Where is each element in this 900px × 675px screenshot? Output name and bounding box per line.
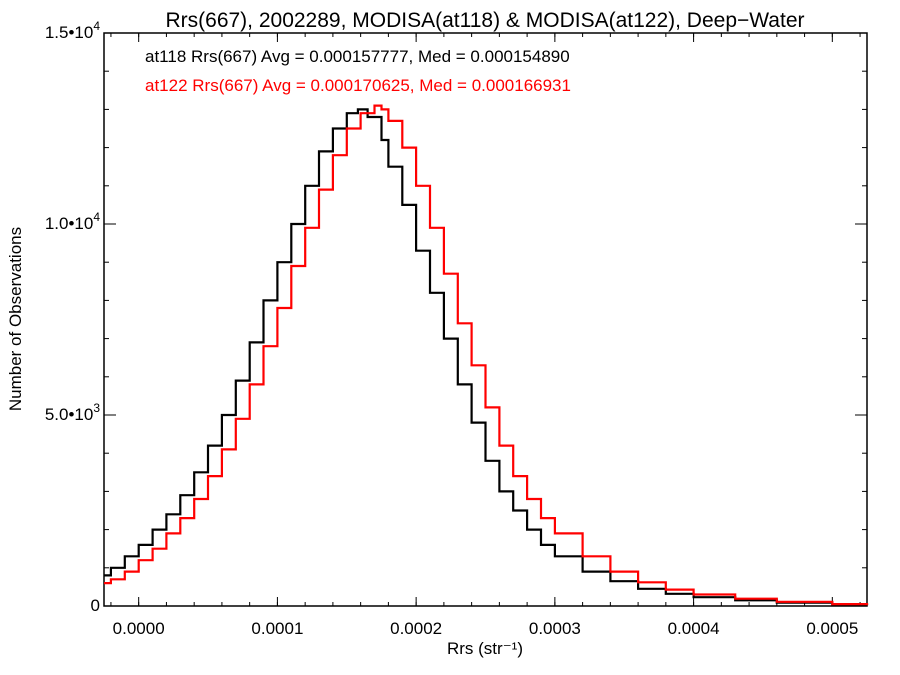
x-tick-label: 0.0003: [529, 619, 581, 638]
x-tick-label: 0.0001: [251, 619, 303, 638]
y-tick-label: 1.5•104: [45, 19, 101, 42]
series-group: [104, 104, 869, 606]
x-axis-label: Rrs (str⁻¹): [447, 639, 523, 658]
y-tick-label: 0: [91, 596, 100, 615]
x-tick-label: 0.0004: [668, 619, 720, 638]
annotation-at118: at118 Rrs(667) Avg = 0.000157777, Med = …: [145, 47, 570, 66]
y-tick-label: 1.0•104: [45, 210, 101, 233]
chart-title: Rrs(667), 2002289, MODISA(at118) & MODIS…: [165, 9, 804, 32]
y-tick-label: 5.0•103: [45, 401, 101, 424]
x-tick-label: 0.0005: [806, 619, 858, 638]
axis-ticks: 0.0000 0.0001 0.0002 0.0003 0.0004 0.0005 0 5.0…: [45, 19, 867, 638]
annotation-at122: at122 Rrs(667) Avg = 0.000170625, Med = …: [145, 76, 571, 95]
x-tick-label: 0.0002: [390, 619, 442, 638]
series-line-at118: [104, 108, 869, 606]
plot-frame: [103, 32, 868, 607]
y-axis-label: Number of Observations: [6, 227, 25, 411]
x-tick-label: 0.0000: [113, 619, 165, 638]
series-line-at122: [104, 104, 869, 606]
